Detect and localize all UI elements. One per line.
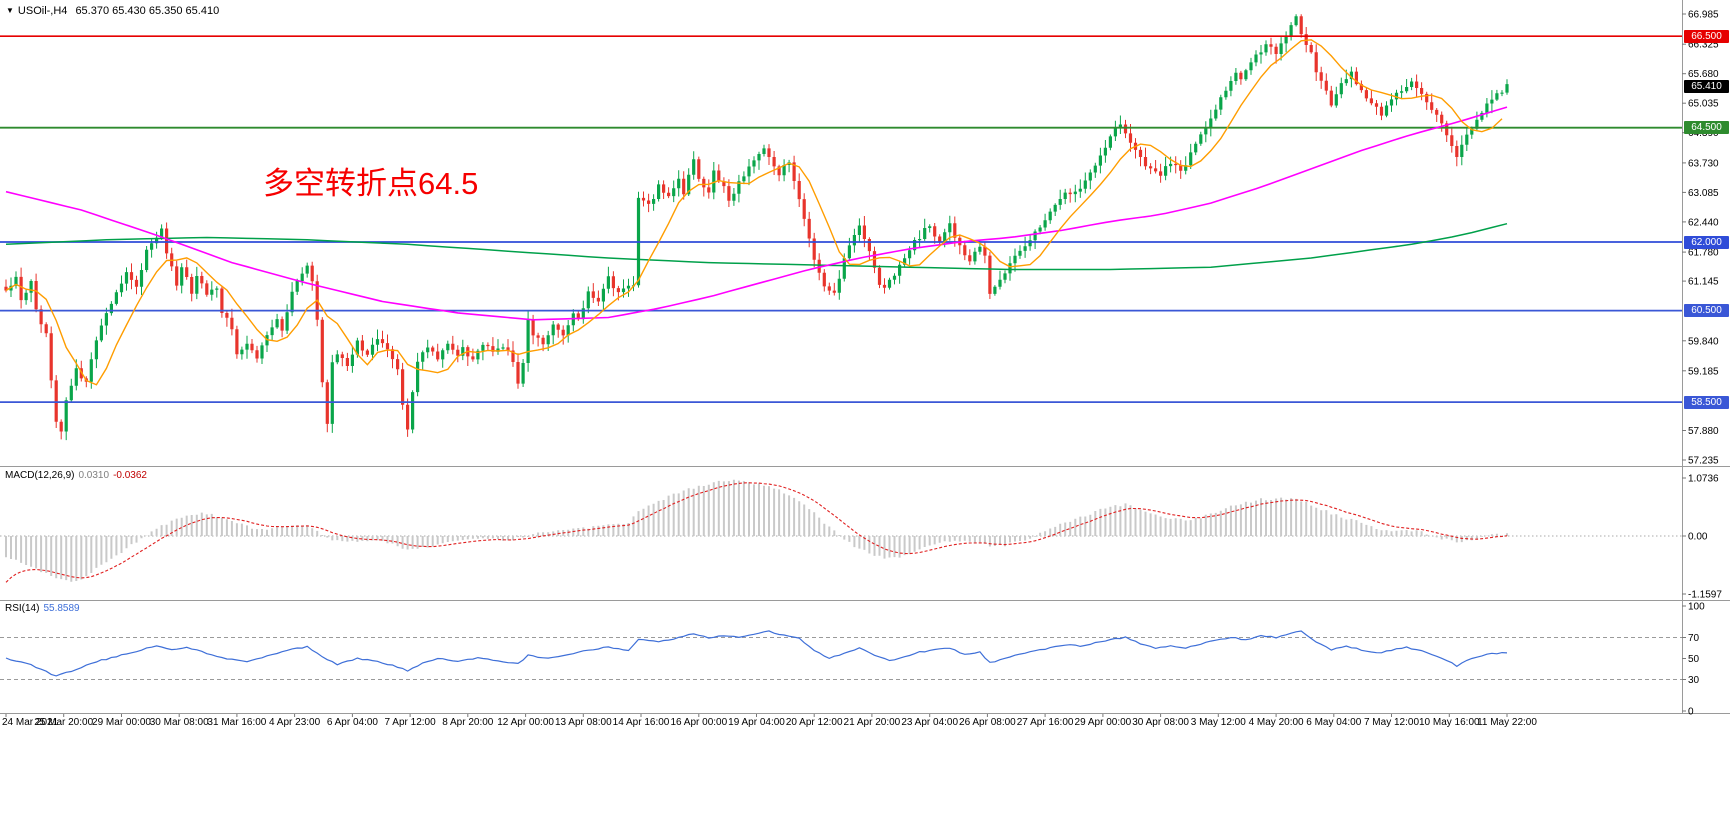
ma-orange-line <box>5 39 1503 386</box>
svg-text:66.985: 66.985 <box>1688 10 1719 21</box>
macd-indicator-label: MACD(12,26,9) 0.0310 -0.0362 <box>5 470 147 481</box>
svg-text:100: 100 <box>1688 602 1705 613</box>
macd-signal-line <box>5 482 1508 583</box>
svg-text:59.840: 59.840 <box>1688 336 1719 347</box>
svg-text:57.880: 57.880 <box>1688 426 1719 437</box>
svg-text:61.145: 61.145 <box>1688 277 1719 288</box>
svg-text:7 May 12:00: 7 May 12:00 <box>1364 717 1419 728</box>
svg-text:25 Mar 20:00: 25 Mar 20:00 <box>34 717 93 728</box>
svg-text:65.680: 65.680 <box>1688 69 1719 80</box>
macd-panel <box>0 479 1682 583</box>
svg-text:29 Mar 00:00: 29 Mar 00:00 <box>92 717 151 728</box>
svg-text:70: 70 <box>1688 633 1700 644</box>
annotation-text[interactable]: 多空转折点64.5 <box>263 166 479 201</box>
svg-text:50: 50 <box>1688 654 1700 665</box>
svg-text:4 May 20:00: 4 May 20:00 <box>1249 717 1304 728</box>
svg-text:4 Apr 23:00: 4 Apr 23:00 <box>269 717 321 728</box>
svg-text:27 Apr 16:00: 27 Apr 16:00 <box>1017 717 1074 728</box>
hline-price-chip-58500[interactable]: 58.500 <box>1684 395 1729 409</box>
svg-text:14 Apr 16:00: 14 Apr 16:00 <box>613 717 670 728</box>
svg-text:30 Mar 08:00: 30 Mar 08:00 <box>150 717 209 728</box>
svg-text:10 May 16:00: 10 May 16:00 <box>1419 717 1480 728</box>
svg-text:1.0736: 1.0736 <box>1688 474 1719 485</box>
svg-text:21 Apr 20:00: 21 Apr 20:00 <box>844 717 901 728</box>
rsi-value: 55.8589 <box>43 603 80 614</box>
ma-magenta-line <box>5 106 1508 321</box>
hline-price-chip-62000[interactable]: 62.000 <box>1684 235 1729 249</box>
svg-text:30 Apr 08:00: 30 Apr 08:00 <box>1132 717 1189 728</box>
svg-text:3 May 12:00: 3 May 12:00 <box>1191 717 1246 728</box>
svg-text:24 Mar 2021: 24 Mar 2021 <box>2 717 59 728</box>
svg-text:7 Apr 12:00: 7 Apr 12:00 <box>385 717 437 728</box>
svg-text:11 May 22:00: 11 May 22:00 <box>1477 717 1537 728</box>
svg-text:26 Apr 08:00: 26 Apr 08:00 <box>959 717 1016 728</box>
svg-text:57.235: 57.235 <box>1688 456 1719 467</box>
svg-text:8 Apr 20:00: 8 Apr 20:00 <box>442 717 494 728</box>
svg-text:0: 0 <box>1688 707 1694 718</box>
svg-text:66.325: 66.325 <box>1688 40 1719 51</box>
horizontal-level-lines[interactable] <box>0 35 1682 404</box>
macd-main-value: 0.0310 <box>78 470 110 481</box>
symbol-marker-icon: ▼ <box>6 6 14 15</box>
chart-title: ▼ USOil-,H4 65.370 65.430 65.350 65.410 <box>6 5 219 17</box>
svg-text:6 May 04:00: 6 May 04:00 <box>1306 717 1361 728</box>
hline-price-chip-60500[interactable]: 60.500 <box>1684 304 1729 318</box>
axes-layer: 66.98566.32565.68065.03564.39063.73063.0… <box>0 0 1730 728</box>
macd-histogram <box>5 479 1508 582</box>
svg-text:59.185: 59.185 <box>1688 366 1719 377</box>
current-price-chip: 65.410 <box>1684 79 1729 93</box>
svg-text:62.440: 62.440 <box>1688 217 1719 228</box>
ma-green-line <box>5 222 1508 271</box>
moving-averages-layer <box>5 39 1508 386</box>
svg-text:6 Apr 04:00: 6 Apr 04:00 <box>327 717 379 728</box>
svg-text:19 Apr 04:00: 19 Apr 04:00 <box>728 717 785 728</box>
ohlc-readout: 65.370 65.430 65.350 65.410 <box>75 5 220 17</box>
svg-text:13 Apr 08:00: 13 Apr 08:00 <box>555 717 612 728</box>
hline-price-chip-64500[interactable]: 64.500 <box>1684 121 1729 135</box>
svg-text:63.730: 63.730 <box>1688 158 1719 169</box>
svg-text:63.085: 63.085 <box>1688 188 1719 199</box>
macd-name: MACD(12,26,9) <box>5 470 75 481</box>
rsi-indicator-label: RSI(14) 55.8589 <box>5 603 80 614</box>
svg-text:30: 30 <box>1688 675 1700 686</box>
svg-text:23 Apr 04:00: 23 Apr 04:00 <box>901 717 958 728</box>
svg-text:31 Mar 16:00: 31 Mar 16:00 <box>207 717 266 728</box>
svg-text:65.035: 65.035 <box>1688 99 1719 110</box>
symbol-name: USOil-,H4 <box>17 5 68 17</box>
svg-text:61.780: 61.780 <box>1688 248 1719 259</box>
candlesticks-layer <box>4 14 1509 441</box>
hline-price-chip-66500[interactable]: 66.500 <box>1684 29 1729 43</box>
svg-text:0.00: 0.00 <box>1688 532 1708 543</box>
svg-text:16 Apr 00:00: 16 Apr 00:00 <box>670 717 727 728</box>
rsi-line <box>5 630 1508 677</box>
svg-text:-1.1597: -1.1597 <box>1688 590 1722 601</box>
rsi-panel <box>0 630 1682 680</box>
rsi-name: RSI(14) <box>5 603 40 614</box>
svg-text:20 Apr 12:00: 20 Apr 12:00 <box>786 717 843 728</box>
svg-text:29 Apr 00:00: 29 Apr 00:00 <box>1075 717 1132 728</box>
svg-text:12 Apr 00:00: 12 Apr 00:00 <box>497 717 554 728</box>
macd-signal-value: -0.0362 <box>113 470 147 481</box>
